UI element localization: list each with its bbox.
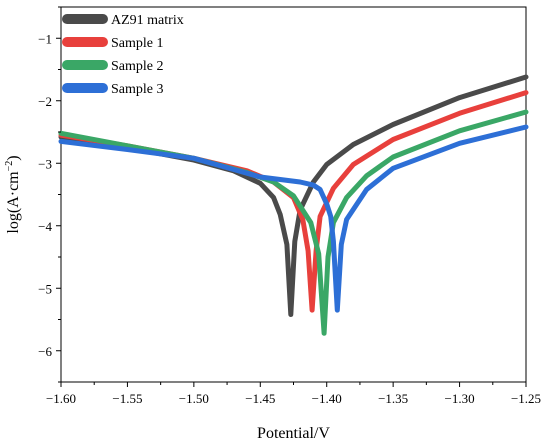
x-tick-label: −1.25 (511, 391, 541, 406)
y-tick-label: −4 (38, 219, 52, 234)
x-tick-label: −1.60 (46, 391, 76, 406)
x-tick-label: −1.50 (179, 391, 209, 406)
legend: AZ91 matrix Sample 1 Sample 2 Sample 3 (62, 13, 184, 97)
y-tick-label: −6 (38, 344, 52, 359)
series-line-4 (58, 124, 529, 313)
x-tick-label: −1.35 (378, 391, 408, 406)
y-axis-title: log(A·cm−2) (4, 155, 22, 233)
y-axis-title-close: ) (5, 155, 22, 160)
ticks-layer: −1.60 −1.55 −1.50 −1.45 −1.40 −1.35 −1.30 −1.25… (38, 6, 541, 406)
legend-label-3: Sample 2 (111, 59, 164, 74)
series-layer (58, 74, 529, 336)
y-tick-label: −5 (38, 281, 52, 296)
x-tick-label: −1.55 (112, 391, 142, 406)
legend-label-2: Sample 1 (111, 36, 164, 51)
y-tick-label: −3 (38, 156, 52, 171)
legend-label-4: Sample 3 (111, 82, 164, 97)
x-tick-label: −1.30 (445, 391, 475, 406)
x-tick-label: −1.40 (312, 391, 342, 406)
x-axis-title: Potential/V (257, 425, 330, 442)
legend-label-1: AZ91 matrix (111, 13, 184, 28)
y-tick-label: −2 (38, 94, 52, 109)
y-axis-title-main: log(A·cm (5, 171, 22, 234)
y-axis-title-sup: −2 (4, 161, 15, 172)
y-tick-label: −1 (38, 31, 52, 46)
x-tick-label: −1.45 (245, 391, 275, 406)
